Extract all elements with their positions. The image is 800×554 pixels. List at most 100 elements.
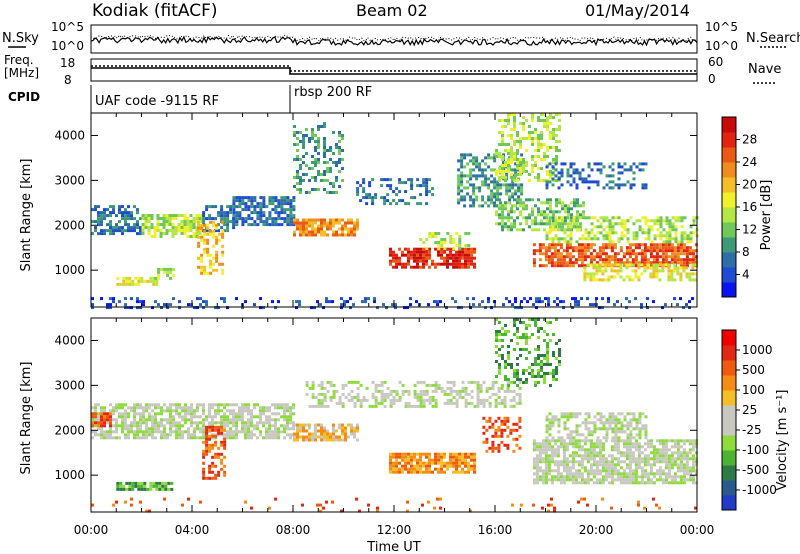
heatmap-cell <box>274 205 278 209</box>
heatmap-cell <box>576 201 579 205</box>
heatmap-cell <box>592 451 596 455</box>
heatmap-cell <box>601 252 605 256</box>
heatmap-cell <box>598 448 602 452</box>
heatmap-cell <box>226 403 229 407</box>
heatmap-cell <box>202 449 206 453</box>
heatmap-cell <box>202 418 205 422</box>
heatmap-cell <box>398 395 402 399</box>
heatmap-cell <box>389 467 392 471</box>
heatmap-cell <box>151 306 154 310</box>
heatmap-cell <box>235 421 238 425</box>
heatmap-cell <box>469 159 473 163</box>
heatmap-cell <box>244 403 247 407</box>
heatmap-cell <box>144 217 148 220</box>
heatmap-cell <box>293 221 296 225</box>
heatmap-cell <box>490 198 494 202</box>
heatmap-cell <box>613 261 617 265</box>
heatmap-cell <box>580 454 584 458</box>
heatmap-cell <box>608 237 612 241</box>
heatmap-cell <box>425 256 428 260</box>
heatmap-cell <box>473 461 476 465</box>
heatmap-cell <box>338 398 342 402</box>
heatmap-cell <box>431 395 435 399</box>
heatmap-cell <box>680 240 684 244</box>
heatmap-cell <box>631 454 635 458</box>
heatmap-cell <box>553 448 557 452</box>
heatmap-cell <box>551 228 555 232</box>
heatmap-cell <box>452 470 455 474</box>
heatmap-cell <box>124 433 127 437</box>
heatmap-cell <box>268 211 272 215</box>
heatmap-cell <box>437 452 440 456</box>
heatmap-cell <box>277 217 281 221</box>
heatmap-cell <box>166 433 169 437</box>
heatmap-cell <box>145 433 148 437</box>
heatmap-cell <box>434 386 438 390</box>
heatmap-cell <box>628 463 632 467</box>
heatmap-cell <box>163 270 167 274</box>
heatmap-cell <box>460 195 464 199</box>
heatmap-cell <box>308 191 311 194</box>
heatmap-cell <box>116 484 120 488</box>
heatmap-cell <box>634 478 638 482</box>
heatmap-cell <box>308 230 311 234</box>
heatmap-cell <box>510 222 513 226</box>
heatmap-cell <box>586 478 590 482</box>
heatmap-cell <box>558 354 561 357</box>
heatmap-cell <box>109 409 112 413</box>
heatmap-cell <box>165 232 169 235</box>
heatmap-cell <box>616 472 620 476</box>
heatmap-cell <box>283 220 287 224</box>
heatmap-cell <box>531 140 534 143</box>
heatmap-cell <box>518 395 522 399</box>
heatmap-cell <box>513 119 516 122</box>
heatmap-cell <box>94 430 97 434</box>
heatmap-cell <box>305 423 308 427</box>
heatmap-cell <box>510 228 513 232</box>
heatmap-cell <box>100 232 103 236</box>
heatmap-cell <box>544 249 548 253</box>
heatmap-cell <box>407 452 410 456</box>
heatmap-cell <box>343 303 346 307</box>
heatmap-cell <box>229 412 232 416</box>
heatmap-cell <box>197 241 201 245</box>
heatmap-cell <box>534 381 537 384</box>
heatmap-cell <box>545 186 549 190</box>
heatmap-cell <box>563 228 567 232</box>
heatmap-cell <box>488 386 492 390</box>
heatmap-cell <box>250 211 254 215</box>
heatmap-cell <box>296 155 299 158</box>
heatmap-cell <box>172 409 175 413</box>
heatmap-cell <box>277 436 280 440</box>
heatmap-cell <box>383 392 387 396</box>
heatmap-cell <box>404 458 407 462</box>
heatmap-cell <box>546 173 549 176</box>
heatmap-cell <box>610 246 614 250</box>
heatmap-cell <box>175 412 178 416</box>
heatmap-cell <box>436 303 439 307</box>
heatmap-cell <box>463 204 467 208</box>
heatmap-cell <box>595 261 599 265</box>
heatmap-cell <box>475 177 479 181</box>
heatmap-cell <box>314 164 317 167</box>
heatmap-cell <box>392 467 395 471</box>
heatmap-cell <box>329 218 332 222</box>
heatmap-cell <box>460 162 464 166</box>
heatmap-cell <box>202 300 205 304</box>
heatmap-cell <box>587 216 591 220</box>
heatmap-cell <box>446 256 449 260</box>
heatmap-cell <box>466 162 470 166</box>
heatmap-cell <box>514 183 518 187</box>
heatmap-cell <box>555 158 558 161</box>
heatmap-cell <box>385 306 388 310</box>
heatmap-cell <box>145 409 148 413</box>
heatmap-cell <box>577 472 581 476</box>
heatmap-cell <box>121 232 124 236</box>
heatmap-cell <box>464 256 467 260</box>
site-title: Kodiak (fitACF) <box>92 1 218 21</box>
heatmap-cell <box>323 143 326 146</box>
heatmap-cell <box>556 460 560 464</box>
heatmap-cell <box>223 415 226 419</box>
heatmap-cell <box>562 249 566 253</box>
